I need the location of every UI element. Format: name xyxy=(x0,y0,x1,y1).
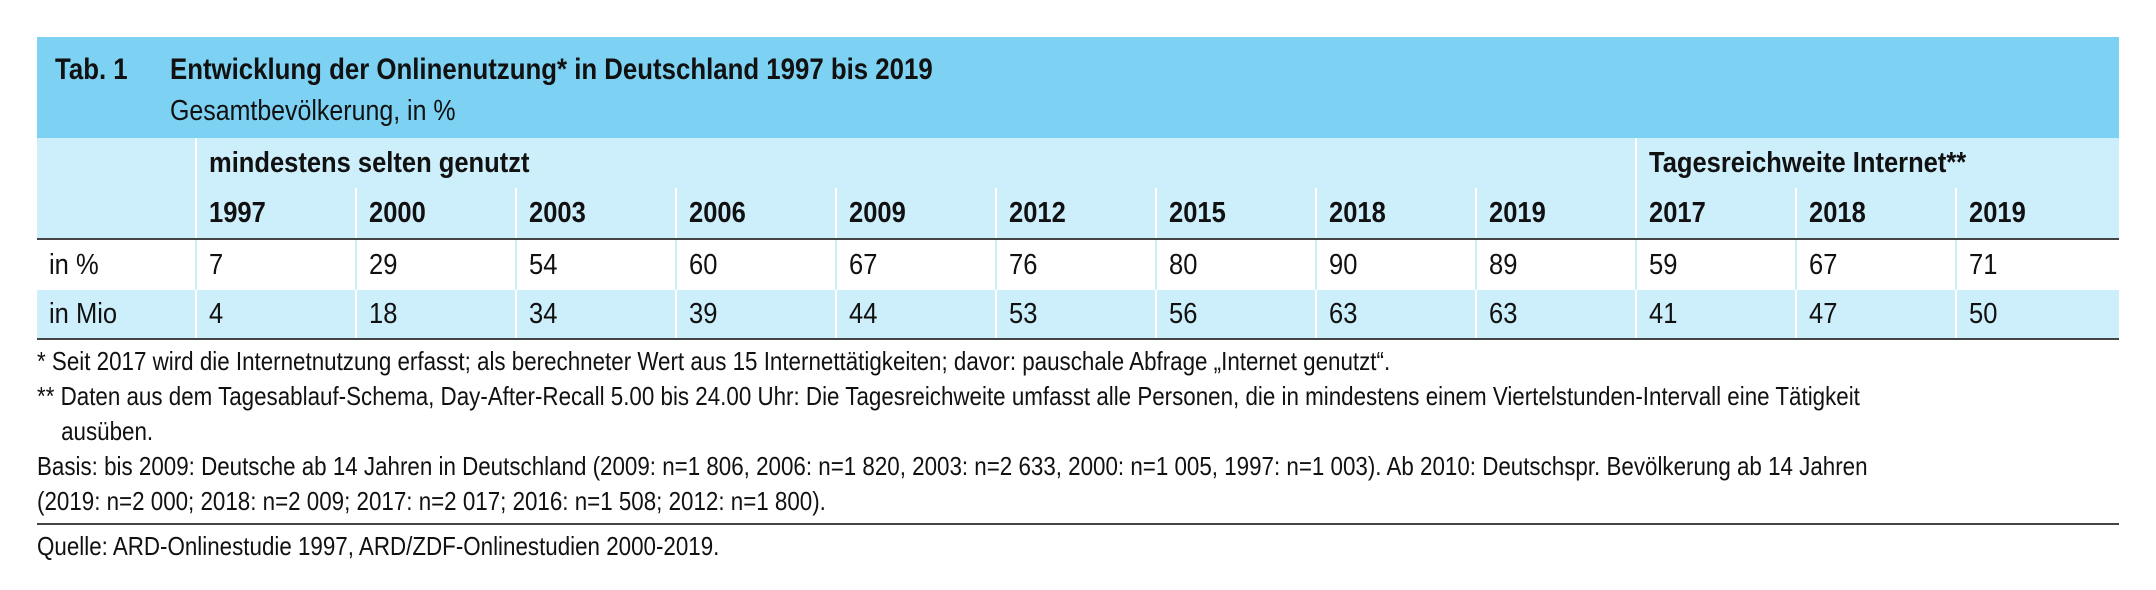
table-row: in % 7 29 54 60 67 76 80 90 89 59 67 71 xyxy=(37,239,2120,290)
table-cell: 41 xyxy=(1635,290,1797,340)
footnote-2-continued: ausüben. xyxy=(61,416,154,446)
row-label: in Mio xyxy=(37,290,197,340)
year-header: 2019 xyxy=(1955,188,2120,240)
year-header: 1997 xyxy=(196,188,356,240)
corner-cell xyxy=(37,188,197,240)
table-cell: 53 xyxy=(995,290,1156,340)
source-note: Quelle: ARD-Onlinestudie 1997, ARD/ZDF-O… xyxy=(37,529,2119,564)
year-header: 2006 xyxy=(675,188,836,240)
table-cell: 47 xyxy=(1795,290,1957,340)
footnotes: * Seit 2017 wird die Internetnutzung erf… xyxy=(37,344,2119,519)
table-cell: 63 xyxy=(1315,290,1476,340)
group-header-left: mindestens selten genutzt xyxy=(196,138,1637,188)
table-cell: 56 xyxy=(1155,290,1316,340)
group-header-right: Tagesreichweite Internet** xyxy=(1635,138,2120,188)
year-header: 2012 xyxy=(995,188,1156,240)
year-header: 2018 xyxy=(1315,188,1476,240)
year-header: 2009 xyxy=(835,188,996,240)
group-header-row: mindestens selten genutzt Tagesreichweit… xyxy=(37,138,2120,188)
year-header: 2015 xyxy=(1155,188,1316,240)
table-number: Tab. 1 xyxy=(55,53,128,86)
table-cell: 76 xyxy=(995,239,1156,290)
table-cell: 71 xyxy=(1955,239,2120,290)
year-header: 2019 xyxy=(1474,188,1637,240)
table-cell: 80 xyxy=(1155,239,1316,290)
basis-note: Basis: bis 2009: Deutsche ab 14 Jahren i… xyxy=(37,451,1868,481)
table-cell: 34 xyxy=(515,290,676,340)
table-cell: 59 xyxy=(1635,239,1797,290)
table-cell: 4 xyxy=(196,290,356,340)
footnote-1: * Seit 2017 wird die Internetnutzung erf… xyxy=(37,346,1391,376)
table-title-bar: Tab. 1 Entwicklung der Onlinenutzung* in… xyxy=(37,37,2119,138)
table-row: in Mio 4 18 34 39 44 53 56 63 63 41 47 5… xyxy=(37,290,2120,340)
table-cell: 7 xyxy=(196,239,356,290)
corner-cell xyxy=(37,138,197,188)
table-cell: 44 xyxy=(835,290,996,340)
table-cell: 67 xyxy=(1795,239,1957,290)
table-cell: 89 xyxy=(1474,239,1637,290)
table-cell: 60 xyxy=(675,239,836,290)
table-cell: 29 xyxy=(355,239,516,290)
basis-note-continued: (2019: n=2 000; 2018: n=2 009; 2017: n=2… xyxy=(37,486,826,516)
table-cell: 67 xyxy=(835,239,996,290)
row-label: in % xyxy=(37,239,197,290)
year-header-row: 1997 2000 2003 2006 2009 2012 2015 2018 … xyxy=(37,188,2120,240)
table-cell: 63 xyxy=(1474,290,1637,340)
table-container: Tab. 1 Entwicklung der Onlinenutzung* in… xyxy=(37,37,2120,564)
footnote-2: ** Daten aus dem Tagesablauf-Schema, Day… xyxy=(37,381,1860,411)
table-title: Entwicklung der Onlinenutzung* in Deutsc… xyxy=(170,53,933,86)
year-header: 2003 xyxy=(515,188,676,240)
year-header: 2017 xyxy=(1635,188,1797,240)
table-cell: 50 xyxy=(1955,290,2120,340)
year-header: 2018 xyxy=(1795,188,1957,240)
table-cell: 39 xyxy=(675,290,836,340)
table-subtitle: Gesamtbevölkerung, in % xyxy=(170,95,456,127)
table-cell: 18 xyxy=(355,290,516,340)
divider xyxy=(37,523,2119,525)
data-table: mindestens selten genutzt Tagesreichweit… xyxy=(37,138,2120,340)
table-cell: 90 xyxy=(1315,239,1476,290)
source-text: Quelle: ARD-Onlinestudie 1997, ARD/ZDF-O… xyxy=(37,531,720,561)
year-header: 2000 xyxy=(355,188,516,240)
table-cell: 54 xyxy=(515,239,676,290)
